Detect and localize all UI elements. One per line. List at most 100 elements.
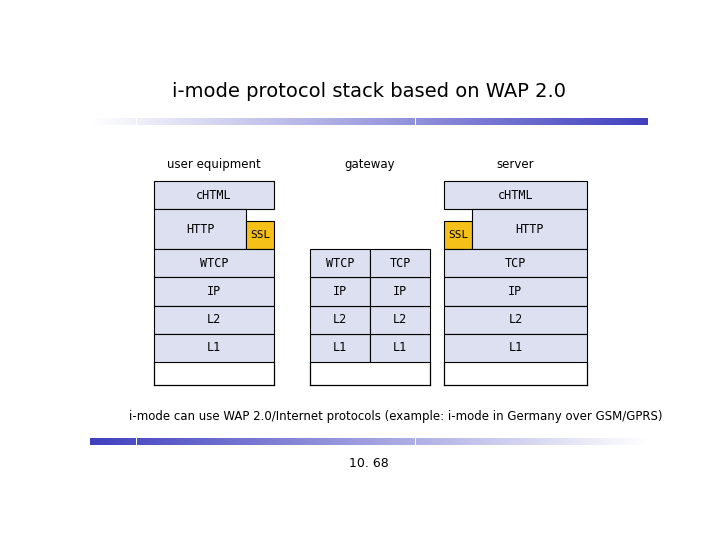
Bar [510,438,512,446]
Bar [637,438,639,446]
Bar [198,118,199,125]
Bar [124,118,125,125]
Bar [427,438,428,446]
Bar [451,438,453,446]
Bar [412,118,413,125]
Bar [492,438,494,446]
Bar [370,334,430,362]
Bar [351,118,352,125]
Bar [607,438,609,446]
Bar [585,118,587,125]
Bar [298,118,300,125]
Bar [181,438,183,446]
Bar [224,118,226,125]
Bar [271,118,272,125]
Bar [354,118,356,125]
Bar [387,438,390,446]
Bar [492,118,494,125]
Bar [253,438,256,446]
Bar [639,438,641,446]
Bar [482,438,485,446]
Bar [304,118,306,125]
Bar [523,438,526,446]
Bar [103,118,105,125]
Bar [371,438,373,446]
Bar [311,118,313,125]
Bar [609,118,611,125]
Bar [547,118,549,125]
Bar [304,438,306,446]
Bar [127,438,129,446]
Bar [336,118,338,125]
Bar [464,118,466,125]
Bar [553,118,555,125]
Bar [564,438,566,446]
Text: HTTP: HTTP [516,222,544,236]
Bar [330,118,332,125]
Bar [611,118,613,125]
Bar [161,118,163,125]
Text: WTCP: WTCP [326,256,354,269]
Bar [499,438,501,446]
Bar [490,438,492,446]
Bar [369,438,371,446]
Bar [168,118,170,125]
Bar [164,438,166,446]
Bar [498,118,499,125]
Bar [237,438,239,446]
Bar [570,438,572,446]
Bar [310,306,370,334]
Bar [520,438,521,446]
Text: IP: IP [393,285,407,298]
Text: server: server [497,158,534,171]
Bar [186,438,189,446]
Bar [176,118,177,125]
Bar [90,438,92,446]
Bar [579,118,581,125]
Bar [536,118,539,125]
Bar [333,118,336,125]
Bar [421,438,423,446]
Bar [192,438,194,446]
Bar [531,438,533,446]
Bar [432,438,434,446]
Bar [432,118,434,125]
Bar [624,118,626,125]
Bar [261,438,263,446]
Bar [354,438,356,446]
Bar [332,438,333,446]
Bar [276,438,278,446]
Bar [410,118,412,125]
Bar [626,118,628,125]
Text: i-mode can use WAP 2.0/Internet protocols (example: i-mode in Germany over GSM/G: i-mode can use WAP 2.0/Internet protocol… [129,410,662,423]
Bar [258,438,259,446]
Bar [598,438,600,446]
Bar [125,438,127,446]
Bar [352,118,354,125]
Bar [248,118,250,125]
Bar [581,118,583,125]
Bar [356,118,358,125]
Bar [185,438,186,446]
Text: L1: L1 [393,341,407,354]
Bar [473,438,475,446]
Bar [145,118,148,125]
Bar [644,118,646,125]
Bar [390,438,392,446]
Bar [297,118,298,125]
Bar [293,118,294,125]
Bar [324,118,326,125]
Bar [516,118,518,125]
Bar [282,438,284,446]
Bar [315,438,317,446]
Bar [222,118,224,125]
Bar [613,118,615,125]
Bar [451,118,453,125]
Bar [285,118,287,125]
Bar [323,118,324,125]
Bar [110,438,112,446]
Bar [122,438,124,446]
Bar [418,438,419,446]
Bar [570,118,572,125]
Bar [204,438,205,446]
